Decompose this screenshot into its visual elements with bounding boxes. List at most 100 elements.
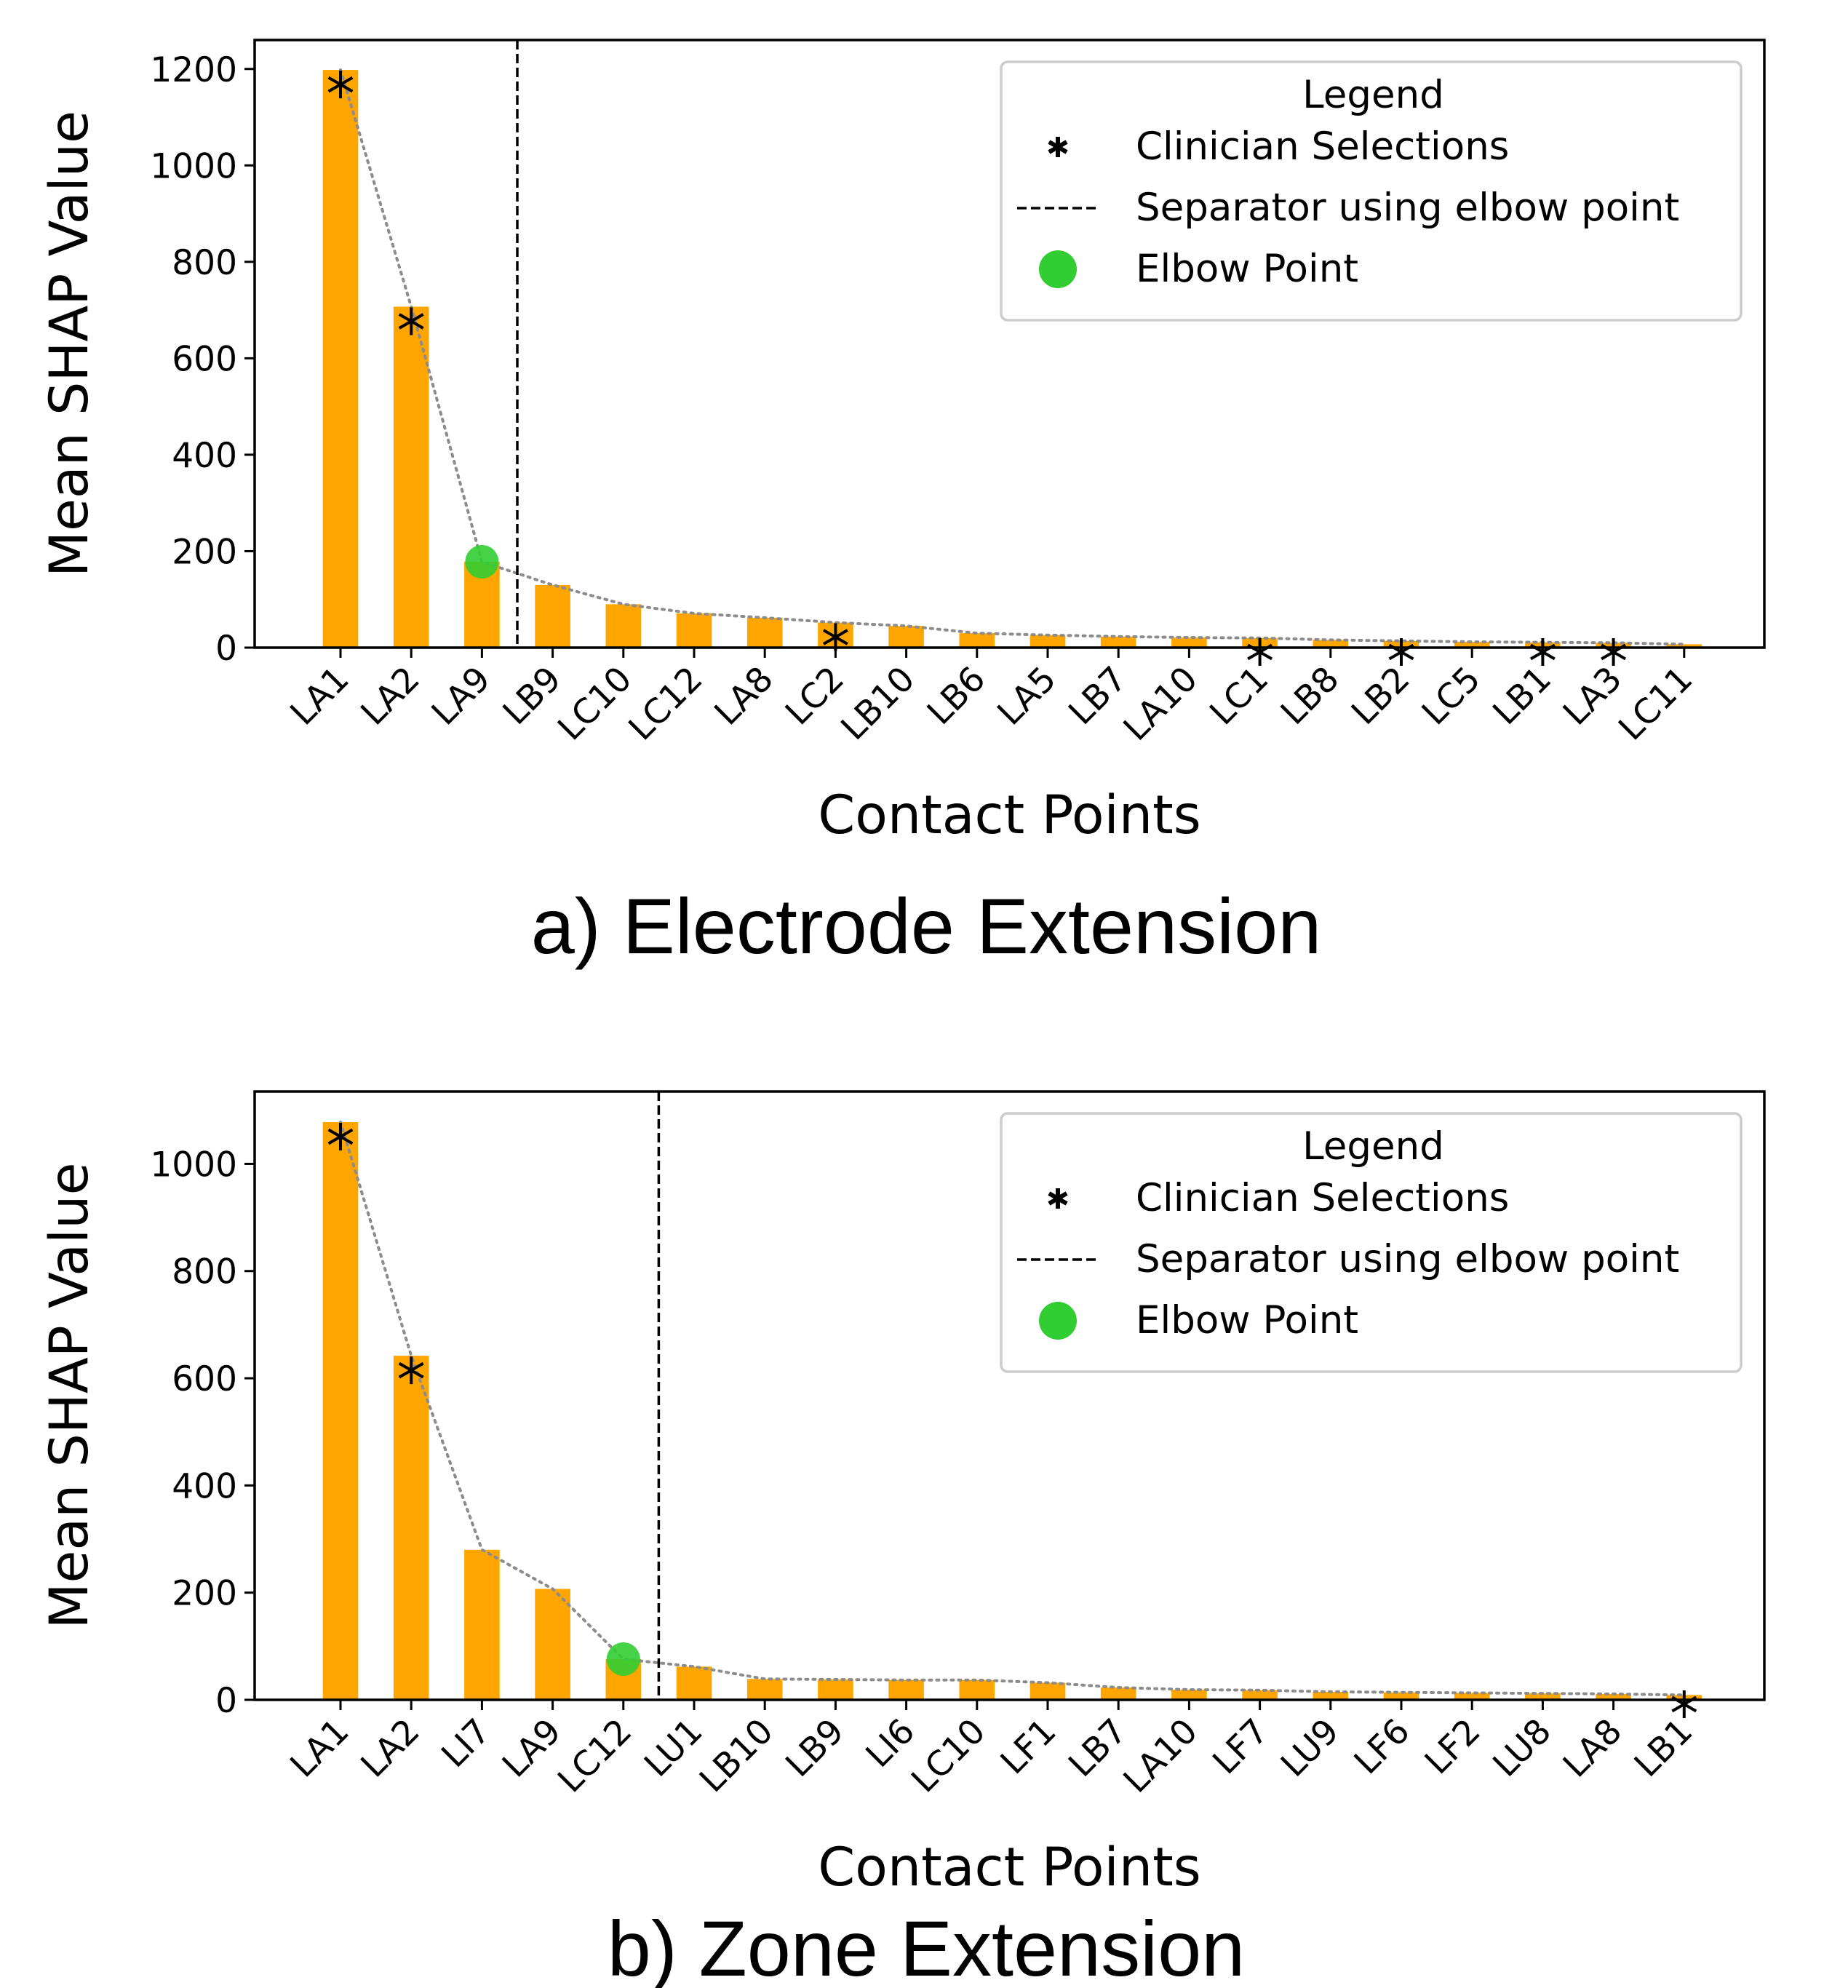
bar-LA10 — [1171, 637, 1207, 648]
x-tick-label-LI7: LI7 — [434, 1711, 498, 1776]
x-tick-label-LF6: LF6 — [1347, 1711, 1418, 1783]
clinician-selection-LA1 — [327, 1122, 354, 1150]
x-tick-label-LF2: LF2 — [1417, 1711, 1489, 1783]
x-tick-label-LA1: LA1 — [282, 1711, 357, 1786]
y-tick-label: 200 — [172, 532, 237, 572]
x-tick-label-LU8: LU8 — [1486, 1711, 1559, 1785]
y-tick-label: 0 — [215, 1681, 237, 1721]
legend-box — [1000, 60, 1743, 322]
bar-LA2 — [393, 306, 429, 648]
x-tick-label-LC10: LC10 — [550, 659, 640, 749]
bar-LB9 — [535, 584, 570, 648]
legend: Legend Clinician Selections Separator usin… — [1000, 60, 1743, 322]
x-tick-label-LA8: LA8 — [707, 659, 781, 733]
x-tick-label-LA8: LA8 — [1556, 1711, 1630, 1786]
x-tick-label-LB2: LB2 — [1344, 659, 1417, 733]
x-axis-label: Contact Points — [818, 1837, 1201, 1898]
x-tick-label-LC1: LC1 — [1202, 659, 1276, 733]
x-tick-label-LA5: LA5 — [989, 659, 1064, 733]
bar-LA2 — [393, 1356, 429, 1700]
bar-LA8 — [746, 617, 783, 648]
bar-LF6 — [1383, 1692, 1419, 1700]
legend-box — [1000, 1112, 1743, 1373]
bar-LA9 — [535, 1589, 570, 1700]
bar-LB10 — [746, 1679, 783, 1700]
x-axis-label: Contact Points — [818, 784, 1201, 846]
bar-LB6 — [959, 633, 995, 648]
x-tick-label-LA2: LA2 — [354, 659, 428, 733]
clinician-selection-LA2 — [398, 307, 424, 335]
bar-LB7 — [1100, 1687, 1136, 1700]
y-tick-label: 1200 — [150, 50, 237, 90]
x-tick-label-LF7: LF7 — [1205, 1711, 1276, 1783]
x-tick-label-LC12: LC12 — [550, 1711, 640, 1801]
bar-LA1 — [322, 70, 359, 648]
y-tick-label: 200 — [172, 1574, 237, 1614]
x-tick-label-LB1: LB1 — [1486, 659, 1559, 733]
y-tick-label: 800 — [172, 243, 237, 283]
y-tick-label: 400 — [172, 436, 237, 476]
trend-line — [339, 1120, 1686, 1697]
y-tick-label: 1000 — [150, 146, 237, 186]
y-tick-label: 0 — [215, 629, 237, 669]
legend-label-clinician-selections: Clinician Selections — [1136, 1176, 1509, 1220]
x-tick-label-LB8: LB8 — [1273, 659, 1347, 733]
bar-LC12 — [676, 613, 712, 648]
legend-label-separator: Separator using elbow point — [1136, 1237, 1679, 1281]
clinician-selection-LA1 — [327, 71, 354, 99]
legend-label-elbow-point: Elbow Point — [1136, 247, 1358, 291]
x-tick-label-LB9: LB9 — [778, 1711, 852, 1785]
bar-LF1 — [1029, 1682, 1066, 1700]
y-axis-label: Mean SHAP Value — [39, 111, 100, 577]
x-tick-label-LA9: LA9 — [424, 659, 498, 733]
bar-LB8 — [1313, 640, 1349, 648]
x-tick-label-LA2: LA2 — [354, 1711, 428, 1786]
x-tick-label-LB10: LB10 — [692, 1711, 781, 1800]
x-tick-label-LA10: LA10 — [1116, 659, 1206, 749]
bar-LB10 — [888, 626, 924, 648]
x-tick-label-LB1: LB1 — [1627, 1711, 1700, 1785]
y-axis-label: Mean SHAP Value — [39, 1163, 100, 1629]
legend-label-clinician-selections: Clinician Selections — [1136, 124, 1509, 169]
bar-LB9 — [818, 1679, 853, 1700]
x-tick-label-LC5: LC5 — [1414, 659, 1489, 733]
x-tick-label-LA1: LA1 — [282, 659, 357, 733]
figure-caption: b) Zone Extension — [608, 1904, 1246, 1988]
x-tick-label-LF1: LF1 — [993, 1711, 1064, 1783]
bar-LC10 — [605, 604, 642, 648]
x-tick-label-LC12: LC12 — [621, 659, 711, 749]
trend-line — [339, 68, 1686, 646]
elbow-point-marker — [606, 1642, 640, 1677]
bar-LC5 — [1454, 642, 1490, 648]
clinician-selection-LC2 — [822, 623, 848, 651]
bar-LC10 — [959, 1679, 995, 1700]
bar-LB7 — [1100, 636, 1136, 648]
bar-LU9 — [1313, 1691, 1349, 1700]
x-tick-label-LC11: LC11 — [1611, 659, 1700, 749]
clinician-selection-LA2 — [398, 1356, 424, 1385]
elbow-point-legend-icon — [1039, 250, 1077, 288]
chart-electrode-extension: 020040060080010001200LA1LA2LA9LB9LC10LC1… — [39, 39, 1766, 970]
y-tick-label: 1000 — [150, 1145, 237, 1185]
bar-LF7 — [1242, 1690, 1278, 1700]
legend-title: Legend — [1302, 73, 1444, 117]
x-tick-label-LB6: LB6 — [920, 659, 993, 733]
x-tick-label-LA10: LA10 — [1116, 1711, 1206, 1801]
clinician-selection-legend-icon — [1048, 1188, 1068, 1209]
x-tick-label-LU9: LU9 — [1273, 1711, 1347, 1785]
elbow-point-legend-icon — [1039, 1302, 1077, 1340]
bar-LI7 — [464, 1549, 500, 1700]
legend: Legend Clinician Selections Separator usin… — [1000, 1112, 1743, 1373]
bar-LA8 — [1596, 1693, 1631, 1700]
bar-LI6 — [888, 1679, 924, 1700]
x-tick-label-LC10: LC10 — [904, 1711, 993, 1801]
bar-LC11 — [1666, 644, 1702, 648]
y-tick-label: 800 — [172, 1252, 237, 1292]
bar-LA10 — [1171, 1690, 1207, 1700]
bar-LU1 — [676, 1666, 712, 1700]
bar-LA5 — [1029, 635, 1066, 648]
legend-title: Legend — [1302, 1124, 1444, 1169]
y-tick-label: 600 — [172, 1359, 237, 1399]
